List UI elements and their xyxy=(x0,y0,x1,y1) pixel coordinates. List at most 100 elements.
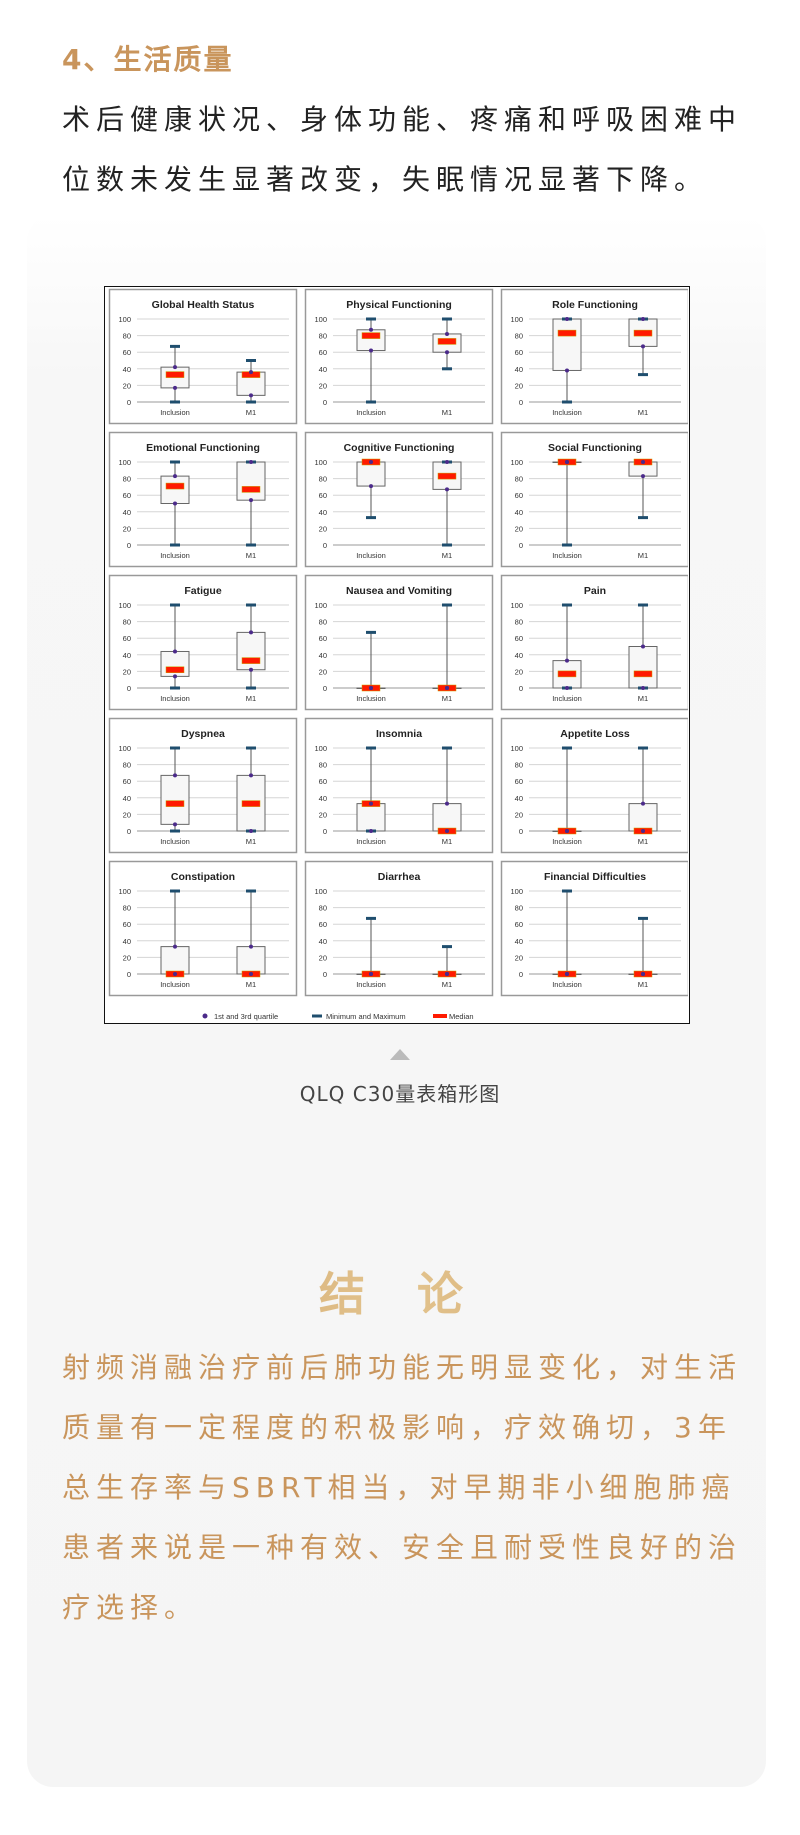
min-max-marker xyxy=(638,603,648,607)
y-tick-label: 20 xyxy=(123,667,131,676)
y-tick-label: 100 xyxy=(510,887,523,896)
min-max-marker xyxy=(170,889,180,893)
y-tick-label: 20 xyxy=(123,381,131,390)
y-tick-label: 20 xyxy=(123,953,131,962)
x-category-label: Inclusion xyxy=(356,980,386,989)
min-max-marker xyxy=(562,746,572,750)
y-tick-label: 40 xyxy=(123,794,131,803)
min-max-marker xyxy=(246,359,256,362)
panel-title: Diarrhea xyxy=(378,871,421,883)
boxplot-panel: Nausea and Vomiting 0 20 40 60 80 100 Inclusion… xyxy=(304,574,494,711)
quartile-marker xyxy=(565,686,569,690)
quartile-marker xyxy=(369,829,373,833)
x-category-label: Inclusion xyxy=(552,694,582,703)
quartile-marker xyxy=(445,801,449,806)
min-max-marker xyxy=(562,400,572,404)
x-category-label: Inclusion xyxy=(552,980,582,989)
quartile-marker xyxy=(445,972,449,976)
y-tick-label: 80 xyxy=(123,475,131,484)
y-tick-label: 100 xyxy=(118,601,131,610)
y-tick-label: 0 xyxy=(127,398,131,407)
panel-title: Global Health Status xyxy=(152,299,255,311)
y-tick-label: 20 xyxy=(319,953,327,962)
quartile-marker xyxy=(369,801,373,806)
y-tick-label: 40 xyxy=(515,937,523,946)
conclusion-paragraph: 射频消融治疗前后肺功能无明显变化，对生活质量有一定程度的积极影响，疗效确切，3年… xyxy=(62,1351,743,1624)
quartile-marker xyxy=(173,649,177,654)
x-category-label: M1 xyxy=(246,408,256,417)
y-tick-label: 80 xyxy=(319,332,327,341)
x-category-label: Inclusion xyxy=(356,551,386,560)
y-tick-label: 20 xyxy=(319,667,327,676)
y-tick-label: 60 xyxy=(515,348,523,357)
panel-title: Cognitive Functioning xyxy=(344,442,455,454)
min-max-marker xyxy=(442,945,452,949)
x-category-label: Inclusion xyxy=(160,837,190,846)
y-tick-label: 60 xyxy=(319,634,327,643)
median-marker xyxy=(165,482,185,490)
boxplot-panel: Role Functioning 0 20 40 60 80 100 Inclusion M1 xyxy=(500,288,690,425)
quartile-marker xyxy=(173,474,177,479)
min-max-marker xyxy=(638,916,648,920)
quartile-marker xyxy=(249,370,253,375)
quartile-marker xyxy=(249,460,253,464)
y-tick-label: 40 xyxy=(123,365,131,374)
panel-border xyxy=(108,288,298,425)
panel-title: Nausea and Vomiting xyxy=(346,585,452,597)
iqr-box xyxy=(160,946,190,975)
quartile-marker xyxy=(249,498,253,503)
min-max-marker xyxy=(562,889,572,893)
min-max-marker xyxy=(442,317,452,321)
y-tick-label: 0 xyxy=(127,684,131,693)
panel-title: Social Functioning xyxy=(548,442,642,454)
legend-median-icon xyxy=(433,1014,447,1018)
boxplot-panel: Fatigue 0 20 40 60 80 100 Inclusion M1 xyxy=(108,574,298,711)
y-tick-label: 20 xyxy=(515,810,523,819)
x-category-label: M1 xyxy=(638,837,648,846)
y-tick-label: 40 xyxy=(319,508,327,517)
y-tick-label: 100 xyxy=(314,887,327,896)
iqr-box xyxy=(236,461,266,501)
x-category-label: Inclusion xyxy=(356,694,386,703)
legend-quartile-icon xyxy=(202,1013,208,1019)
median-marker xyxy=(557,670,577,678)
quartile-marker xyxy=(249,829,253,833)
y-tick-label: 80 xyxy=(515,761,523,770)
quartile-marker xyxy=(369,348,373,353)
y-tick-label: 0 xyxy=(323,827,327,836)
iqr-box xyxy=(432,803,462,832)
median-marker xyxy=(165,800,185,807)
y-tick-label: 0 xyxy=(323,398,327,407)
boxplot-figure: Global Health Status 0 20 40 60 80 100 Inclusio… xyxy=(104,286,690,1024)
y-tick-label: 100 xyxy=(118,744,131,753)
y-tick-label: 0 xyxy=(323,541,327,550)
quartile-marker xyxy=(641,686,645,690)
y-tick-label: 80 xyxy=(515,618,523,627)
y-tick-label: 40 xyxy=(123,651,131,660)
min-max-marker xyxy=(170,746,180,750)
quartile-marker xyxy=(249,944,253,949)
quartile-marker xyxy=(249,393,253,398)
y-tick-label: 0 xyxy=(127,827,131,836)
quartile-marker xyxy=(173,365,177,370)
min-max-marker xyxy=(170,400,180,404)
legend-label: Minimum and Maximum xyxy=(326,1012,406,1021)
quartile-marker xyxy=(641,460,645,464)
iqr-box xyxy=(356,461,386,487)
panel-title: Dyspnea xyxy=(181,728,225,740)
boxplot-panel: Physical Functioning 0 20 40 60 80 100 Inclusio… xyxy=(304,288,494,425)
min-max-marker xyxy=(366,400,376,404)
x-category-label: M1 xyxy=(442,694,452,703)
min-max-marker xyxy=(246,746,256,750)
y-tick-label: 40 xyxy=(319,365,327,374)
quartile-marker xyxy=(173,501,177,506)
section-heading: 4、生活质量 xyxy=(62,43,234,76)
panel-title: Fatigue xyxy=(184,585,221,597)
quartile-marker xyxy=(249,667,253,672)
min-max-marker xyxy=(442,367,452,371)
y-tick-label: 60 xyxy=(123,777,131,786)
quartile-marker xyxy=(641,801,645,806)
y-tick-label: 80 xyxy=(123,761,131,770)
x-category-label: M1 xyxy=(246,551,256,560)
y-tick-label: 60 xyxy=(319,777,327,786)
